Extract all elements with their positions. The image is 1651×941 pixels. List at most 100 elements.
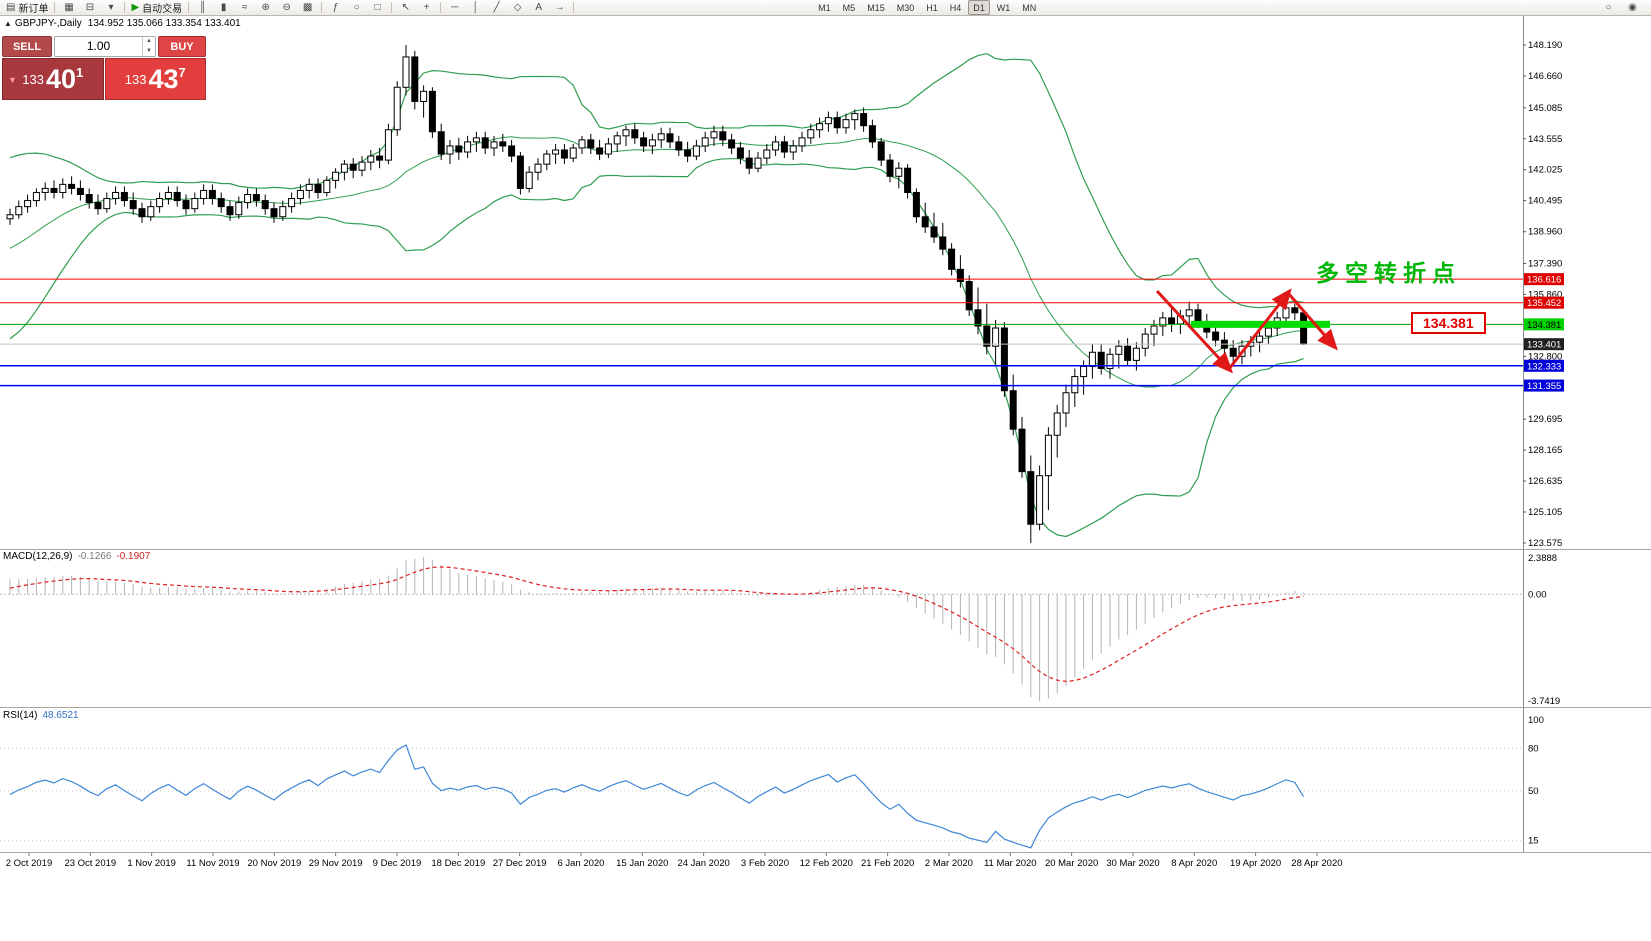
- zoom-out-icon[interactable]: ⊖: [276, 0, 297, 16]
- sell-price-box[interactable]: ▼ 133 40 1: [2, 58, 104, 100]
- macd-indicator: [0, 557, 1523, 701]
- text-label-icon[interactable]: A: [528, 0, 549, 16]
- cursor-icon[interactable]: ↖: [395, 0, 416, 16]
- svg-text:100: 100: [1528, 715, 1544, 726]
- grid-icon[interactable]: ▩: [297, 0, 318, 16]
- svg-text:15: 15: [1528, 836, 1539, 847]
- one-click-trading-panel: SELL 1.00 ▲ ▼ BUY ▼ 133 40 1 133 43 7: [2, 36, 206, 100]
- toolbar-separator: [573, 2, 575, 13]
- trendline-icon[interactable]: ╱: [486, 0, 507, 16]
- candles: [6, 45, 1308, 543]
- svg-text:131.355: 131.355: [1527, 381, 1561, 392]
- svg-text:140.495: 140.495: [1528, 196, 1562, 207]
- chart-window-icon-glyph: ▦: [64, 1, 74, 13]
- bar-chart-icon[interactable]: ║: [192, 0, 213, 16]
- timeframe-m30-button[interactable]: M30: [896, 2, 915, 13]
- lot-size-value[interactable]: 1.00: [86, 39, 111, 53]
- lot-decrease-icon[interactable]: ▼: [146, 47, 152, 54]
- toolbar-separator: [391, 2, 393, 13]
- chart-ohlc-header: ▲ GBPJPY-,Daily 134.952 135.066 133.354 13…: [4, 18, 241, 29]
- timeframe-h1-button[interactable]: H1: [926, 2, 938, 13]
- svg-text:29 Nov 2019: 29 Nov 2019: [309, 858, 363, 869]
- svg-text:135.452: 135.452: [1527, 298, 1561, 309]
- svg-text:125.105: 125.105: [1528, 507, 1562, 518]
- community-icon[interactable]: ◉: [1628, 2, 1637, 13]
- svg-text:80: 80: [1528, 743, 1539, 754]
- sell-price-big: 40: [45, 63, 76, 94]
- chinese-annotation-text[interactable]: 多空转折点: [1316, 260, 1461, 286]
- new-order-button-glyph: ▤: [6, 1, 16, 13]
- svg-text:129.695: 129.695: [1528, 414, 1562, 425]
- timeframe-m5-button[interactable]: M5: [842, 2, 856, 13]
- svg-text:28 Apr 2020: 28 Apr 2020: [1291, 858, 1342, 869]
- svg-text:11 Nov 2019: 11 Nov 2019: [186, 858, 239, 869]
- autotrading-button[interactable]: ▶ 自动交易: [128, 0, 185, 16]
- chart-window-icon[interactable]: ▦: [58, 0, 79, 16]
- buy-button[interactable]: BUY: [158, 36, 206, 57]
- svg-text:9 Dec 2019: 9 Dec 2019: [373, 858, 422, 869]
- timeframe-m15-button[interactable]: M15: [867, 2, 885, 13]
- svg-text:1 Nov 2019: 1 Nov 2019: [127, 858, 176, 869]
- indicators-icon[interactable]: ƒ: [325, 0, 346, 16]
- svg-text:148.190: 148.190: [1528, 40, 1562, 51]
- toolbar-separator: [124, 2, 126, 13]
- lot-size-stepper[interactable]: 1.00 ▲ ▼: [54, 36, 156, 57]
- periods-icon-glyph: ○: [353, 1, 360, 13]
- price-level-callout[interactable]: 134.381: [1411, 312, 1486, 334]
- svg-text:27 Dec 2019: 27 Dec 2019: [493, 858, 547, 869]
- toolbar-right-icons: ○ ◉: [1598, 0, 1648, 16]
- lot-stepper-arrows[interactable]: ▲ ▼: [142, 37, 155, 56]
- timeframe-h4-button[interactable]: H4: [949, 2, 962, 13]
- horizontal-line-icon[interactable]: ─: [444, 0, 465, 16]
- time-axis[interactable]: 2 Oct 2019 23 Oct 2019 1 Nov 2019 11 Nov 20…: [6, 853, 1343, 869]
- zoom-in-icon[interactable]: ⊕: [255, 0, 276, 16]
- candlestick-chart-icon[interactable]: ▮: [213, 0, 234, 16]
- vertical-line-icon[interactable]: │: [465, 0, 486, 16]
- cursor-icon-glyph: ↖: [401, 1, 410, 13]
- grid-icon-glyph: ▩: [302, 1, 313, 13]
- tile-windows-icon[interactable]: ⊟: [79, 0, 100, 16]
- arrow-tool-icon[interactable]: →: [549, 0, 570, 16]
- toolbar-separator: [54, 2, 56, 13]
- svg-text:2 Mar 2020: 2 Mar 2020: [925, 858, 973, 869]
- profiles-dropdown-icon[interactable]: ▾: [100, 0, 121, 16]
- timeframe-mn-button[interactable]: MN: [1022, 2, 1037, 13]
- templates-icon[interactable]: □: [367, 0, 388, 16]
- timeframe-m1-button[interactable]: M1: [818, 2, 831, 13]
- buy-price-box[interactable]: 133 43 7: [104, 58, 206, 100]
- lot-increase-icon[interactable]: ▲: [146, 38, 152, 44]
- channel-icon-glyph: ◇: [513, 1, 522, 13]
- periods-icon[interactable]: ○: [346, 0, 367, 16]
- toolbar-buttons: ▤ 新订单 ▦ ⊟ ▾ ▶ 自动交易 ║ ▮ ≈ ⊕ ⊖ ▩ ƒ ○ □ ↖ + ─ │ ╱ ◇ A →: [3, 0, 577, 16]
- svg-text:21 Feb 2020: 21 Feb 2020: [861, 858, 914, 869]
- line-chart-icon[interactable]: ≈: [234, 0, 255, 16]
- chart-symbol-label: GBPJPY-,Daily: [14, 18, 82, 29]
- crosshair-icon[interactable]: +: [416, 0, 437, 16]
- price-level-lines[interactable]: [0, 278, 1523, 387]
- price-axis[interactable]: 148.190 146.660 145.085 143.555 142.025 140.4…: [1523, 16, 1564, 852]
- svg-text:19 Apr 2020: 19 Apr 2020: [1230, 858, 1281, 869]
- new-order-button[interactable]: ▤ 新订单: [3, 0, 51, 16]
- timeframe-w1-button[interactable]: W1: [996, 2, 1011, 13]
- timeframe-d1-button[interactable]: D1: [968, 0, 990, 15]
- rsi-indicator: [0, 744, 1523, 849]
- svg-text:24 Jan 2020: 24 Jan 2020: [677, 858, 729, 869]
- svg-text:133.401: 133.401: [1527, 340, 1561, 351]
- svg-text:132.333: 132.333: [1527, 361, 1561, 372]
- highlight-segment[interactable]: [1191, 320, 1330, 328]
- channel-icon[interactable]: ◇: [507, 0, 528, 16]
- search-icon[interactable]: ○: [1605, 2, 1612, 13]
- svg-text:132.800: 132.800: [1528, 351, 1562, 362]
- svg-text:143.555: 143.555: [1528, 134, 1562, 145]
- toolbar-separator: [188, 2, 190, 13]
- arrow-tool-icon-glyph: →: [554, 1, 565, 13]
- trend-arrows[interactable]: [1155, 288, 1338, 374]
- crosshair-icon-glyph: +: [423, 1, 430, 13]
- macd-main-value: -0.1266: [77, 551, 112, 562]
- svg-text:30 Mar 2020: 30 Mar 2020: [1106, 858, 1159, 869]
- autotrading-button-label: 自动交易: [142, 4, 183, 15]
- trendline-icon-glyph: ╱: [493, 1, 500, 13]
- sell-button[interactable]: SELL: [2, 36, 52, 57]
- svg-text:138.960: 138.960: [1528, 227, 1562, 238]
